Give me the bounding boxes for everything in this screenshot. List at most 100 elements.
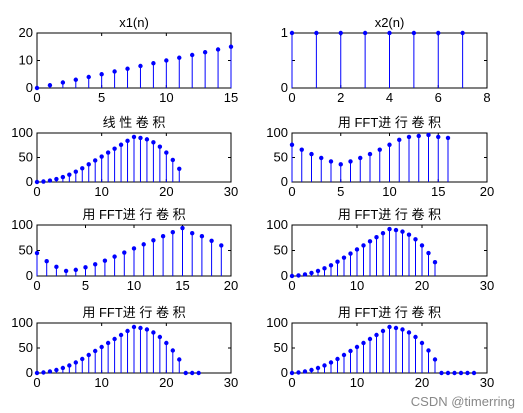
stem-marker — [164, 150, 169, 155]
y-tick-label: 50 — [274, 243, 288, 258]
stem-marker — [93, 262, 98, 267]
stem-marker — [44, 259, 49, 264]
stem-marker — [112, 69, 117, 74]
y-tick-label: 100 — [266, 125, 288, 140]
stem-marker — [354, 344, 360, 350]
stem-marker — [196, 370, 201, 376]
stem-marker — [151, 330, 156, 335]
stem-marker — [164, 340, 169, 346]
x-tick-label: 10 — [127, 278, 141, 293]
stem-marker — [170, 348, 175, 353]
stem-marker — [452, 370, 457, 376]
x-tick-label: 20 — [415, 278, 429, 293]
stem-marker — [413, 334, 418, 340]
subplot-p7: 用 FFT进 行 卷 积 0 10 20 30 0 50 100 — [11, 305, 238, 390]
stem-marker — [296, 273, 301, 278]
watermark: CSDN @timerring — [410, 394, 515, 409]
stem-marker — [328, 159, 334, 164]
stem-marker — [319, 155, 324, 161]
axes-box — [36, 32, 232, 89]
stem-marker — [315, 268, 321, 274]
stem-marker — [125, 66, 130, 71]
stem-marker — [86, 74, 91, 80]
stem-marker — [157, 144, 163, 149]
stem-marker — [67, 363, 72, 368]
stem-marker — [341, 352, 347, 358]
plot-title: 线 性 卷 积 — [103, 115, 166, 130]
stem-marker — [338, 162, 343, 167]
stem-marker — [439, 370, 444, 376]
stem-marker — [34, 250, 40, 256]
stem-marker — [47, 83, 53, 88]
stem-marker — [374, 235, 379, 240]
x-tick-label: 20 — [159, 375, 173, 390]
y-tick-label: 100 — [266, 217, 288, 232]
stem-marker — [400, 327, 405, 332]
stem-marker — [118, 332, 124, 338]
x-tick-label: 5 — [98, 90, 105, 105]
stem-marker — [302, 272, 308, 277]
stem-marker — [83, 265, 88, 270]
y-tick-label: 1 — [281, 25, 288, 40]
plot-title: x1(n) — [119, 15, 149, 30]
x-tick-label: 20 — [480, 184, 494, 199]
stem-marker — [432, 357, 438, 362]
stem-marker — [445, 370, 451, 376]
stem-marker — [348, 348, 353, 354]
stem-marker — [47, 178, 53, 183]
stem-marker — [170, 157, 175, 163]
stem-marker — [86, 352, 91, 358]
subplot-p8: 用 FFT进 行 卷 积 0 10 20 30 0 50 100 — [266, 305, 494, 390]
x-tick-label: 30 — [224, 375, 238, 390]
plot-title: 用 FFT进 行 卷 积 — [338, 115, 441, 130]
x-tick-label: 10 — [94, 375, 108, 390]
stem-marker — [436, 134, 441, 140]
stem-marker — [358, 155, 363, 161]
stem-marker — [177, 55, 182, 60]
y-tick-label: 100 — [11, 125, 33, 140]
stem-marker — [141, 242, 146, 247]
stem-marker — [400, 229, 405, 234]
stem-marker — [348, 159, 353, 164]
stem-marker — [105, 340, 111, 346]
stem-marker — [426, 132, 431, 138]
stem-marker — [411, 30, 417, 36]
stem-marker — [41, 370, 46, 375]
stem-marker — [338, 30, 343, 36]
subplot-p6: 用 FFT进 行 卷 积 0 10 20 30 0 50 100 — [266, 207, 494, 293]
y-tick-label: 0 — [26, 365, 33, 380]
stem-marker — [99, 344, 104, 350]
x-tick-label: 0 — [288, 184, 295, 199]
stem-marker — [387, 142, 392, 147]
stem-marker — [112, 146, 117, 151]
y-tick-label: 50 — [19, 150, 33, 165]
stem-marker — [374, 332, 379, 338]
x-tick-label: 5 — [337, 184, 344, 199]
stem-marker — [112, 254, 117, 259]
y-tick-label: 0 — [281, 268, 288, 283]
stem-marker — [302, 369, 308, 374]
stem-marker — [387, 324, 392, 330]
subplot-p4: 用 FFT进 行 卷 积 0 5 10 15 20 0 50 100 — [266, 115, 494, 199]
stem-marker — [335, 356, 340, 362]
plot-title: 用 FFT进 行 卷 积 — [338, 207, 441, 222]
stem-marker — [93, 348, 98, 354]
x-tick-label: 0 — [33, 278, 40, 293]
stem-marker — [299, 147, 304, 152]
stem-marker — [322, 266, 327, 271]
stem-marker — [73, 267, 79, 273]
stem-marker — [122, 250, 127, 255]
stem-marker — [419, 340, 425, 346]
y-tick-label: 100 — [11, 217, 33, 232]
stem-marker — [131, 134, 137, 140]
stem-marker — [157, 334, 163, 340]
stem-marker — [151, 61, 156, 66]
stem-marker — [406, 330, 412, 335]
stem-marker — [341, 255, 347, 260]
stem-marker — [387, 226, 392, 232]
plot-title: 用 FFT进 行 卷 积 — [82, 207, 185, 222]
x-tick-label: 0 — [33, 375, 40, 390]
x-tick-label: 0 — [288, 278, 295, 293]
stem-marker — [335, 259, 340, 264]
